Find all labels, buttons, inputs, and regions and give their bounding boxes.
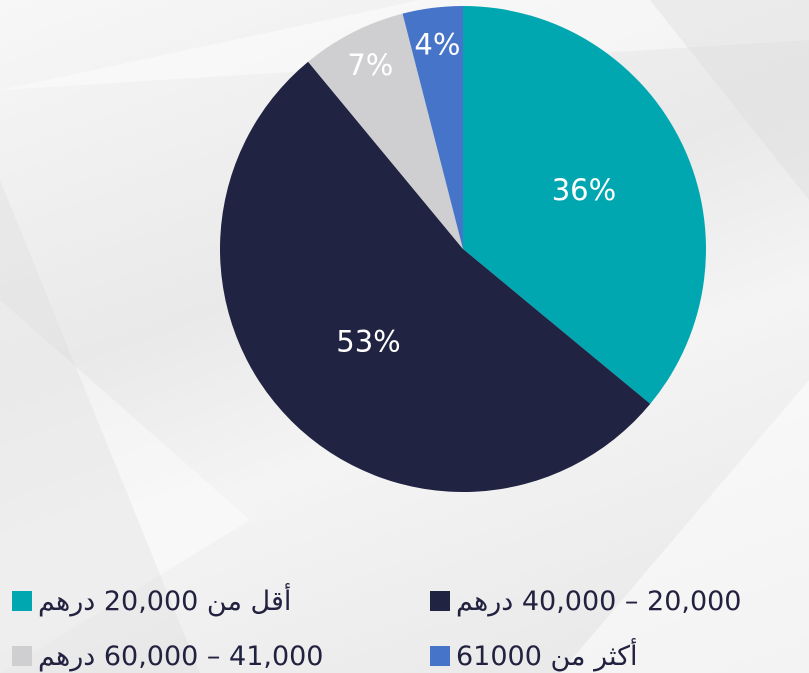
legend-swatch	[12, 646, 32, 666]
legend-label: 41,000 – 60,000 درهم	[38, 640, 324, 672]
legend-swatch	[12, 591, 32, 611]
legend-item: أقل من 20,000 درهم	[12, 583, 291, 619]
legend-swatch	[430, 591, 450, 611]
legend-label: أكثر من 61000	[456, 640, 638, 672]
legend-label: أقل من 20,000 درهم	[38, 585, 292, 617]
legend-label: 20,000 – 40,000 درهم	[456, 585, 742, 617]
pie-slice	[463, 6, 707, 404]
legend-item: 41,000 – 60,000 درهم	[12, 638, 324, 673]
legend-item: 20,000 – 40,000 درهم	[430, 583, 742, 619]
legend-swatch	[430, 646, 450, 666]
pie-slice	[402, 6, 463, 249]
pie-slice	[308, 13, 463, 249]
pie-slice	[220, 61, 651, 492]
data-label: 7%	[347, 48, 393, 82]
data-label: 4%	[414, 27, 460, 61]
data-label: 53%	[336, 325, 400, 359]
data-label: 36%	[552, 173, 616, 207]
legend-item: أكثر من 61000	[430, 638, 638, 673]
